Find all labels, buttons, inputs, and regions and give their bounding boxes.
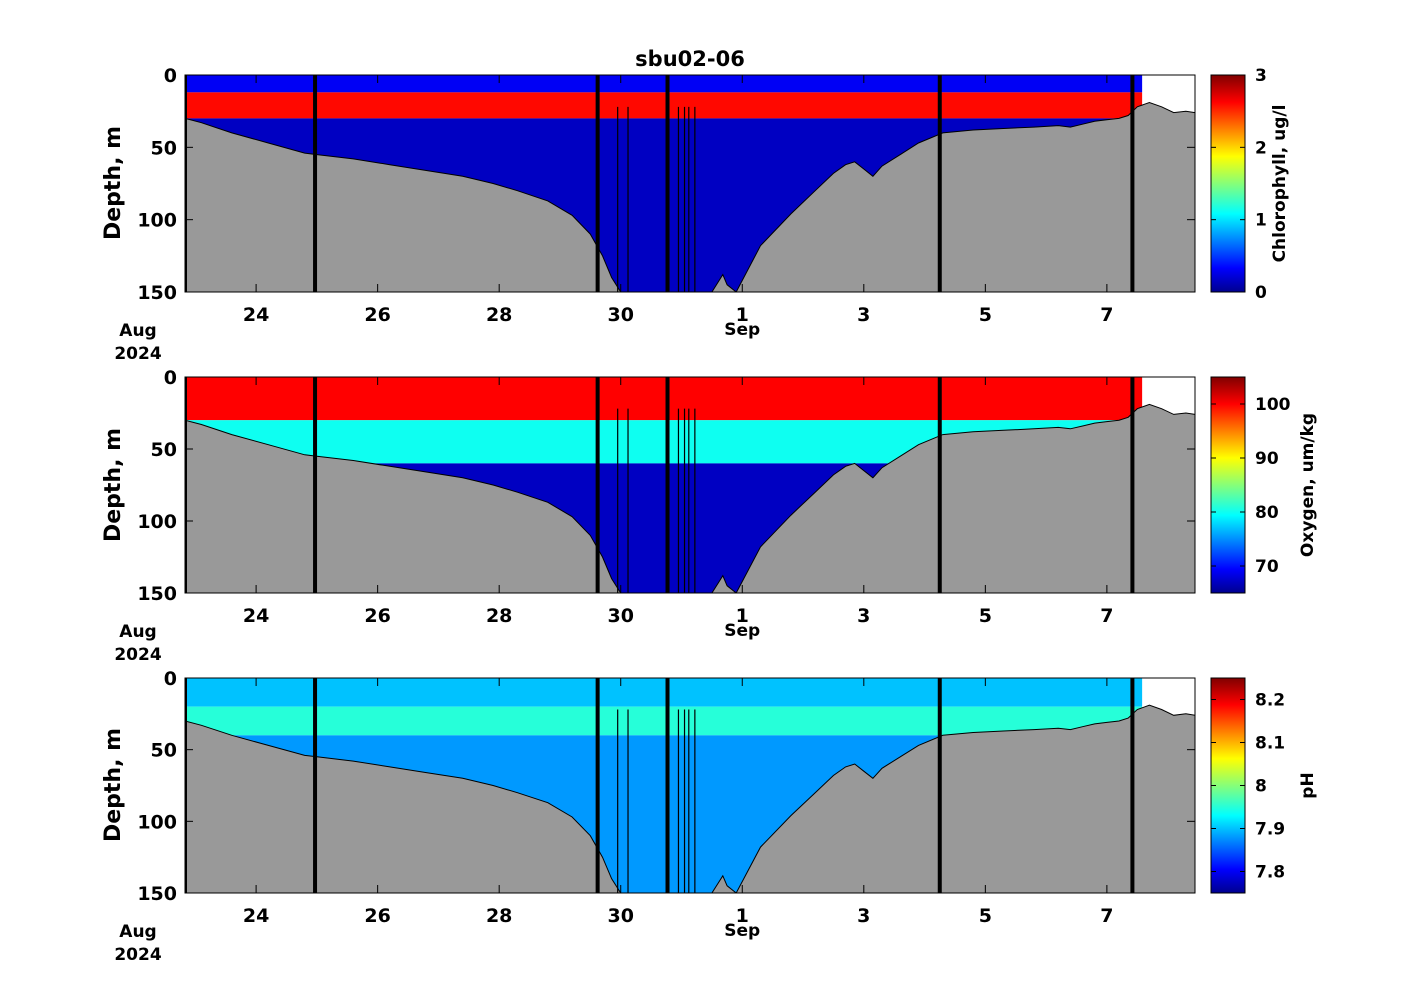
x-tick-label: 5: [979, 905, 992, 927]
colorbar-tick-label: 100: [1255, 395, 1291, 415]
x-tick-label: 30: [607, 304, 633, 326]
chart-title: sbu02-06: [635, 47, 745, 71]
year-label: 2024: [114, 344, 161, 364]
x-tick-label: 1: [736, 905, 749, 927]
y-axis-label: Depth, m: [101, 428, 126, 542]
seafloor: [185, 403, 1195, 593]
data-layer-0: [185, 75, 1195, 93]
y-tick-label: 100: [137, 511, 177, 533]
x-tick-label: 24: [243, 905, 269, 927]
x-tick-label: 5: [979, 304, 992, 326]
x-tick-label: 7: [1100, 605, 1113, 627]
x-tick-label: 7: [1100, 905, 1113, 927]
year-label: 2024: [114, 945, 161, 965]
y-tick-label: 150: [137, 583, 177, 605]
x-tick-label: 5: [979, 605, 992, 627]
x-tick-label: 26: [364, 304, 390, 326]
month-label-aug: Aug: [119, 622, 156, 642]
y-tick-label: 150: [137, 883, 177, 905]
x-tick-label: 28: [486, 304, 512, 326]
y-tick-label: 50: [151, 137, 177, 159]
axes-frame: [184, 376, 1196, 594]
month-label-sep: Sep: [724, 921, 760, 941]
month-label-sep: Sep: [724, 621, 760, 641]
colorbar-tick-label: 8.2: [1255, 691, 1285, 711]
x-tick-label: 7: [1100, 304, 1113, 326]
x-tick-label: 26: [364, 905, 390, 927]
colorbar-tick-label: 7.8: [1255, 863, 1285, 883]
x-tick-label: 26: [364, 605, 390, 627]
oxygen-panel: 0 50 100 150 Depth, m 24 26 28 30 1 3 5 7 Aug Sep 2024 7…: [101, 367, 1318, 665]
x-tick-label: 24: [243, 304, 269, 326]
x-tick-label: 3: [857, 304, 870, 326]
x-tick-label: 28: [486, 605, 512, 627]
colorbar-tick-label: 7.9: [1255, 820, 1285, 840]
y-axis-label: Depth, m: [101, 126, 126, 240]
ph-panel: 0 50 100 150 Depth, m 24 26 28 30 1 3 5 7 Aug Sep 2024 7…: [101, 668, 1318, 965]
x-tick-label: 3: [857, 605, 870, 627]
chlorophyll-panel: 0 50 100 150 Depth, m 24 26 28 30 1 3 5 7 Aug Sep 2024 0…: [101, 65, 1290, 364]
colorbar-tick-label: 2: [1255, 138, 1267, 158]
colorbar-tick-label: 0: [1255, 283, 1267, 303]
x-tick-label: 3: [857, 905, 870, 927]
axes-frame: [184, 74, 1196, 293]
colorbar: [1210, 376, 1246, 594]
colorbar-label: pH: [1298, 772, 1318, 798]
colorbar-tick-label: 90: [1255, 449, 1279, 469]
colorbar-label: Oxygen, um/kg: [1298, 413, 1318, 557]
plot-area: [185, 678, 1195, 893]
x-tick-label: 30: [607, 905, 633, 927]
month-label-sep: Sep: [724, 320, 760, 340]
seafloor: [185, 101, 1195, 292]
plot-area: [185, 75, 1195, 292]
colorbar: [1210, 74, 1246, 293]
colorbar-tick-label: 70: [1255, 557, 1279, 577]
year-label: 2024: [114, 645, 161, 665]
y-tick-label: 150: [137, 282, 177, 304]
x-tick-label: 28: [486, 905, 512, 927]
x-tick-label: 24: [243, 605, 269, 627]
colorbar-label: Chlorophyll, ug/l: [1270, 105, 1290, 263]
y-tick-label: 100: [137, 210, 177, 232]
y-tick-label: 0: [164, 65, 177, 87]
y-tick-label: 50: [151, 740, 177, 762]
colorbar-tick-label: 8.1: [1255, 734, 1285, 754]
colorbar: [1210, 677, 1246, 894]
y-tick-label: 100: [137, 811, 177, 833]
y-tick-label: 0: [164, 367, 177, 389]
data-layer-1: [185, 92, 1195, 119]
data-layer-0: [185, 678, 1195, 707]
plot-area: [185, 377, 1195, 593]
colorbar-tick-label: 8: [1255, 777, 1267, 797]
data-layer-0: [185, 377, 1195, 421]
y-axis-label: Depth, m: [101, 728, 126, 842]
y-tick-label: 50: [151, 439, 177, 461]
colorbar-tick-label: 3: [1255, 66, 1267, 86]
month-label-aug: Aug: [119, 922, 156, 942]
y-tick-label: 0: [164, 668, 177, 690]
colorbar-tick-label: 1: [1255, 211, 1267, 231]
colorbar-tick-label: 80: [1255, 503, 1279, 523]
seafloor: [185, 704, 1195, 893]
x-tick-label: 1: [736, 605, 749, 627]
x-tick-label: 1: [736, 304, 749, 326]
axes-frame: [184, 677, 1196, 894]
month-label-aug: Aug: [119, 321, 156, 341]
x-tick-label: 30: [607, 605, 633, 627]
